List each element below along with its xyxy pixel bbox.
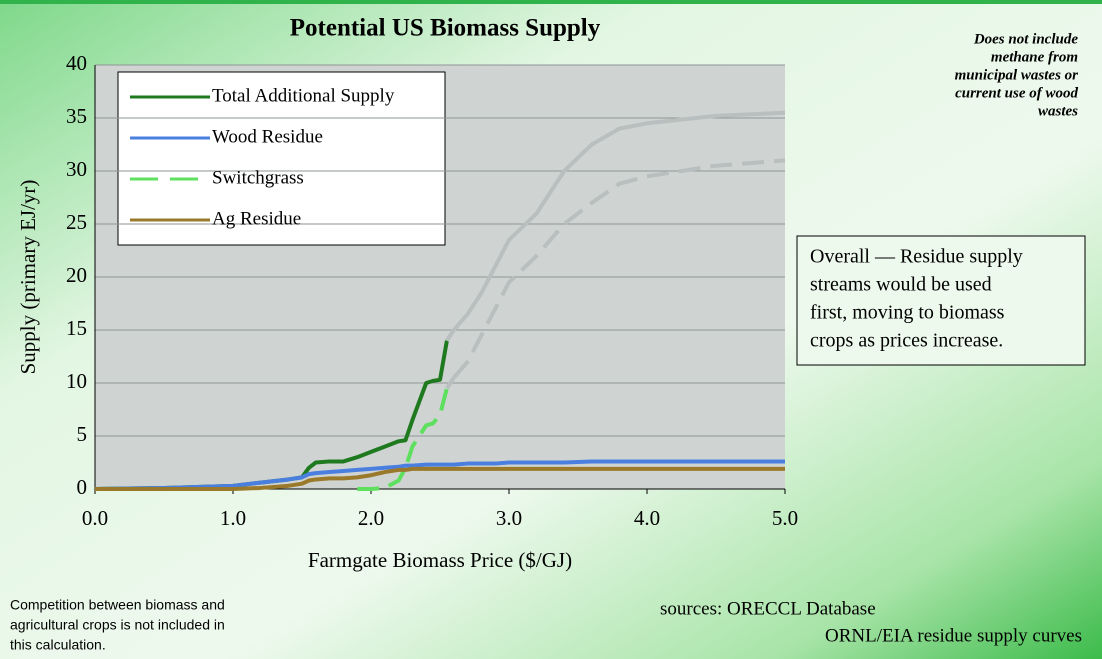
x-tick-label: 4.0 xyxy=(634,506,660,530)
series-line xyxy=(357,387,449,491)
note-top-right: wastes xyxy=(1038,103,1078,119)
note-bottom-left: this calculation. xyxy=(10,637,106,653)
note-box-text: Overall — Residue supply xyxy=(810,246,1023,268)
note-bottom-left: agricultural crops is not included in xyxy=(10,617,225,633)
x-tick-label: 0.0 xyxy=(82,506,108,530)
y-tick-label: 35 xyxy=(66,104,87,128)
y-axis-label: Supply (primary EJ/yr) xyxy=(16,180,40,375)
x-tick-label: 2.0 xyxy=(358,506,384,530)
sources: ORNL/EIA residue supply curves xyxy=(825,625,1082,646)
y-tick-label: 5 xyxy=(77,422,88,446)
series-line xyxy=(452,158,786,380)
x-tick-label: 3.0 xyxy=(496,506,522,530)
series-line xyxy=(452,110,786,332)
legend xyxy=(117,71,446,246)
legend-label: Total Additional Supply xyxy=(212,85,395,106)
y-tick-label: 25 xyxy=(66,210,87,234)
y-tick-label: 15 xyxy=(66,316,87,340)
note-top-right: methane from xyxy=(991,49,1078,65)
line-connector xyxy=(445,376,456,390)
y-tick-label: 40 xyxy=(66,51,87,75)
note-bottom-left: Competition between biomass and xyxy=(10,597,225,613)
legend-label: Ag Residue xyxy=(212,208,301,229)
note-box-text: first, moving to biomass xyxy=(810,302,1005,324)
note-box-text: crops as prices increase. xyxy=(810,330,1003,352)
legend-label: Wood Residue xyxy=(212,126,323,147)
note-top-right: municipal wastes or xyxy=(955,67,1079,83)
note-top-right: current use of wood xyxy=(955,85,1078,101)
x-axis-label: Farmgate Biomass Price ($/GJ) xyxy=(308,548,572,572)
y-tick-label: 10 xyxy=(66,369,87,393)
sources: sources: ORECCL Database xyxy=(660,598,876,619)
note-top-right: Does not include xyxy=(973,31,1079,47)
y-tick-label: 0 xyxy=(77,475,88,499)
top-bar xyxy=(0,0,1102,4)
note-box xyxy=(796,235,1086,366)
note-box-text: streams would be used xyxy=(810,274,992,296)
legend-label: Switchgrass xyxy=(212,167,304,188)
series-line xyxy=(94,459,785,491)
x-tick-label: 5.0 xyxy=(772,506,798,530)
series-line xyxy=(95,466,785,491)
line-connector xyxy=(445,328,456,342)
chart-title: Potential US Biomass Supply xyxy=(290,15,601,42)
y-tick-label: 30 xyxy=(66,157,87,181)
x-tick-label: 1.0 xyxy=(220,506,246,530)
y-tick-label: 20 xyxy=(66,263,87,287)
